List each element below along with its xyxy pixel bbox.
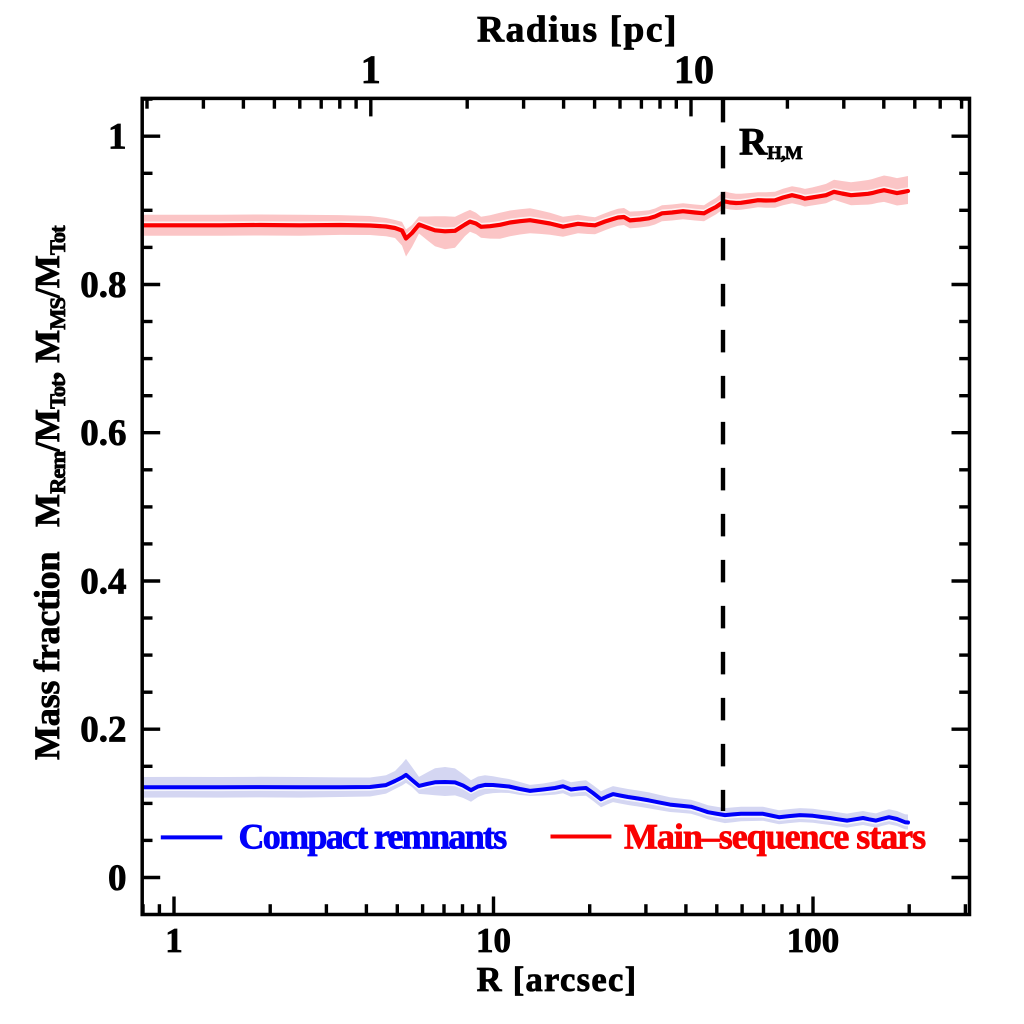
svg-text:R [arcsec]: R [arcsec] (477, 961, 638, 999)
svg-text:10: 10 (674, 47, 714, 92)
svg-text:1: 1 (165, 921, 183, 960)
svg-text:Compact remnants: Compact remnants (239, 817, 508, 857)
svg-text:MRem/MTot, MMS/MTot: MRem/MTot, MMS/MTot (28, 225, 70, 527)
svg-text:Radius [pc]: Radius [pc] (477, 10, 678, 51)
svg-text:0.2: 0.2 (80, 710, 126, 751)
svg-text:Main–sequence stars: Main–sequence stars (624, 817, 926, 857)
svg-text:0: 0 (108, 858, 127, 899)
svg-text:1: 1 (361, 47, 381, 92)
svg-text:0.6: 0.6 (80, 413, 126, 454)
svg-text:0.8: 0.8 (80, 265, 126, 306)
svg-text:0.4: 0.4 (80, 561, 126, 602)
svg-text:10: 10 (476, 921, 511, 960)
svg-text:1: 1 (108, 117, 127, 158)
svg-text:Mass fraction: Mass fraction (27, 551, 67, 760)
svg-text:100: 100 (787, 921, 840, 960)
